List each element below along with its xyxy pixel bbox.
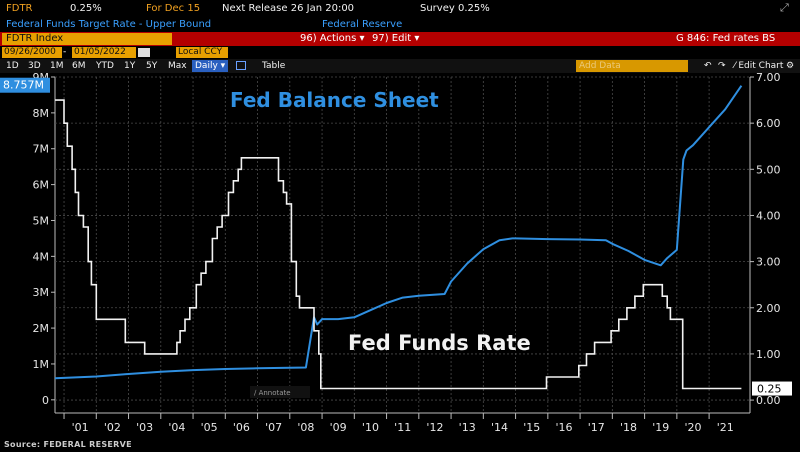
add-data-input[interactable]: Add Data [576,60,688,72]
next-release: Next Release 26 Jan 20:00 [222,3,355,14]
security-subheader: Federal Funds Target Rate - Upper Bound … [0,17,800,32]
survey: Survey 0.25% [420,3,490,14]
left-tick-label: 1M [33,358,50,371]
x-tick-label: '16 [555,421,572,434]
right-tick-label: 7.00 [756,73,781,84]
settings-gear-icon[interactable]: ⚙ [786,61,795,71]
annotate-button-bg [250,386,310,398]
left-tick-label: 0 [42,394,49,407]
right-tick-label: 0.00 [756,394,781,407]
x-tick-label: '05 [201,421,218,434]
source-footer: Source: FEDERAL RESERVE [4,440,132,449]
x-tick-label: '14 [491,421,508,434]
right-last-value-badge [752,381,792,396]
currency-field[interactable]: Local CCY [176,47,228,58]
range-1m[interactable]: 1M [50,61,64,71]
left-tick-label: 2M [33,322,50,335]
left-tick-label: 7M [33,143,50,156]
redo-icon[interactable]: ↷ [718,61,726,71]
range-1y[interactable]: 1Y [124,61,136,71]
actions-menu[interactable]: 96) Actions ▾ [300,33,365,44]
x-tick-label: '10 [362,421,379,434]
x-tick-label: '02 [104,421,121,434]
calendar-icon[interactable] [138,48,150,57]
left-tick-label: 3M [33,286,50,299]
left-last-value: 8.757M [3,79,44,92]
x-tick-label: '20 [684,421,701,434]
left-tick-label: 4M [33,250,50,263]
for-label: For Dec 15 [146,3,201,14]
edit-chart-button[interactable]: ⁄ Edit Chart [734,61,784,71]
range-3d[interactable]: 3D [28,61,41,71]
x-tick-label: '15 [523,421,540,434]
range-1d[interactable]: 1D [6,61,19,71]
x-tick-label: '19 [652,421,669,434]
range-row: 1D 3D 1M 6M YTD 1Y 5Y Max Daily ▾ Table … [0,59,800,73]
balance-sheet-line [54,85,743,380]
x-tick-label: '03 [136,421,153,434]
x-tick-label: '11 [394,421,411,434]
x-tick-label: '08 [297,421,314,434]
current-value: 0.25% [70,3,102,14]
right-tick-label: 5.00 [756,163,781,176]
range-max[interactable]: Max [168,61,187,71]
range-6m[interactable]: 6M [72,61,86,71]
x-tick-label: '21 [717,421,734,434]
fed-funds-step-line [55,99,742,390]
security-header: FDTR 0.25% For Dec 15 Next Release 26 Ja… [0,0,800,17]
chart-type-icon[interactable] [236,61,246,70]
x-tick-label: '18 [620,421,637,434]
chart-title: G 846: Fed rates BS [676,33,776,44]
gridlines [54,76,751,414]
x-tick-label: '17 [588,421,605,434]
range-5y[interactable]: 5Y [146,61,158,71]
left-last-value-badge [0,77,50,93]
date-range-row: 09/26/2000 - 01/05/2022 Local CCY [0,46,800,59]
fed-chart[interactable]: '01 '02 '03 '04 '05 '06 '07 '08 '09 '10 '11 '12 '13 '… [0,73,800,445]
date-separator: - [63,47,67,57]
x-tick-label: '09 [330,421,347,434]
source-organization: Federal Reserve [322,19,403,30]
x-axis: '01 '02 '03 '04 '05 '06 '07 '08 '09 '10 '11 '12 '13 '… [63,413,734,434]
x-tick-label: '12 [426,421,443,434]
x-tick-label: '13 [459,421,476,434]
undo-icon[interactable]: ↶ [704,61,712,71]
end-date-field[interactable]: 01/05/2022 [72,47,136,58]
fed-funds-annotation: Fed Funds Rate [348,331,531,355]
period-dropdown[interactable]: Daily ▾ [192,60,229,72]
x-tick-label: '01 [72,421,89,434]
balance-sheet-annotation: Fed Balance Sheet [230,88,439,112]
chart-toolbar: FDTR Index 96) Actions ▾ 97) Edit ▾ G 84… [0,32,800,46]
range-ytd[interactable]: YTD [96,61,114,71]
expand-icon[interactable]: ⤢ [780,1,789,14]
right-tick-label: 6.00 [756,117,781,130]
left-axis: 01M2M3M4M5M6M7M8M9M8.757M [0,73,55,407]
left-tick-label: 8M [33,107,50,120]
left-tick-label: 5M [33,214,50,227]
series-group [54,85,743,390]
right-last-value: 0.25 [757,383,782,396]
right-tick-label: 2.00 [756,302,781,315]
right-axis: 0.00 1.00 2.00 3.00 4.00 5.00 6.00 7.00 0.25 [750,73,792,407]
ticker[interactable]: FDTR [6,3,33,14]
right-tick-label: 3.00 [756,256,781,269]
edit-menu[interactable]: 97) Edit ▾ [372,33,420,44]
right-tick-label: 4.00 [756,209,781,222]
left-tick-label: 6M [33,179,50,192]
x-tick-label: '07 [265,421,282,434]
index-field[interactable]: FDTR Index [2,33,172,45]
security-description: Federal Funds Target Rate - Upper Bound [6,19,212,30]
table-button[interactable]: Table [262,61,286,71]
right-tick-label: 1.00 [756,348,781,361]
x-tick-label: '04 [168,421,185,434]
annotate-button[interactable]: ∕ Annotate [254,389,291,397]
x-tick-label: '06 [233,421,250,434]
start-date-field[interactable]: 09/26/2000 [2,47,62,58]
